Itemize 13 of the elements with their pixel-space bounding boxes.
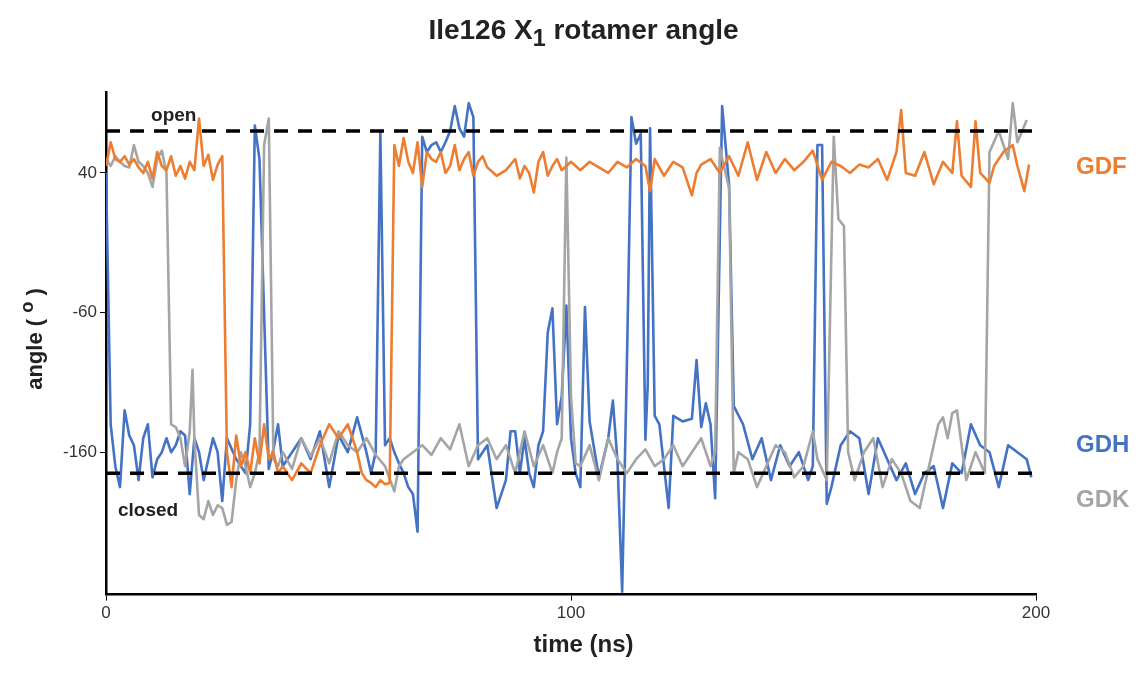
x-tick-label: 0 bbox=[101, 603, 111, 623]
text: GDK bbox=[1076, 484, 1130, 512]
ref-line-label: open bbox=[151, 103, 197, 125]
y-tick-label: 40 bbox=[78, 162, 98, 182]
ref-line-label: closed bbox=[118, 498, 179, 520]
y-tick-label: -160 bbox=[62, 441, 98, 461]
series-label: GDF bbox=[1076, 152, 1127, 180]
x-tick-label: 200 bbox=[1021, 603, 1051, 623]
y-tick-label: -60 bbox=[72, 302, 98, 322]
text: GDH bbox=[1076, 429, 1130, 457]
x-tick-label: 100 bbox=[556, 603, 586, 623]
x-axis-title: time (ns) bbox=[532, 630, 635, 658]
chart-title: Ile126 X$_{1}$ rotamer angle bbox=[427, 14, 740, 52]
